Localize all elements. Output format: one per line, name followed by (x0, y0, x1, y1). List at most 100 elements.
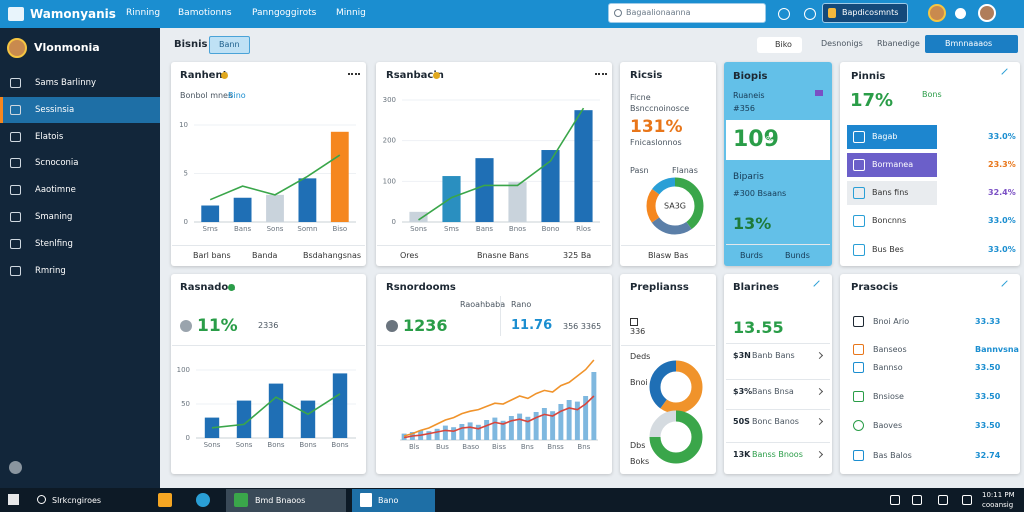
card-footer[interactable]: Bunds (785, 251, 810, 260)
nav-link[interactable]: Bamotionns (178, 8, 232, 18)
row-label[interactable]: Banseos (873, 345, 907, 354)
row-label[interactable]: Bannso (873, 363, 903, 372)
card-footer[interactable]: Bnasne Bans (477, 251, 529, 260)
divider (621, 345, 715, 346)
divider (172, 245, 365, 246)
sidebar-item[interactable]: Scnoconia (35, 158, 79, 169)
card-footer[interactable]: 325 Ba (563, 251, 592, 260)
nav-icon (10, 265, 21, 276)
row-label[interactable]: Boncnns (872, 216, 907, 225)
tag (815, 90, 823, 96)
icon-button[interactable] (804, 8, 816, 20)
card-footer[interactable]: Ores (400, 251, 419, 260)
sidebar-item[interactable]: Aaotimne (35, 185, 76, 196)
toolbar-button[interactable]: Bann (209, 36, 250, 54)
card-footer[interactable]: Bsdahangsnas (303, 251, 362, 260)
row-label[interactable]: Bagab (872, 132, 898, 141)
bell[interactable] (955, 8, 966, 19)
app-icon[interactable] (158, 493, 172, 507)
row-value: 33.50 (975, 363, 1001, 372)
row-label[interactable]: Bnsiose (873, 392, 904, 401)
sidebar-item[interactable]: Elatois (35, 131, 64, 142)
row-value: 33.33 (975, 317, 1001, 326)
avatar[interactable] (978, 4, 996, 22)
clock-time: 10:11 PM (982, 491, 1015, 499)
nav-link[interactable]: Minnig (336, 8, 366, 18)
row-highlight (847, 125, 937, 149)
kpi-count: 356 3365 (563, 322, 602, 331)
kpi-value: 13% (733, 214, 772, 233)
legend-label: Flanas (672, 166, 698, 175)
sidebar-item[interactable]: Sams Barlinny (35, 78, 97, 88)
page-title: Bisnis (174, 39, 208, 50)
kpi-tag: Raoahbaba (460, 300, 506, 309)
tray-icon[interactable] (962, 495, 972, 505)
sidebar-item[interactable]: Stenlfing (35, 238, 73, 249)
nav-link[interactable]: Rinning (126, 8, 161, 18)
card-footer[interactable]: Banda (252, 251, 278, 260)
row-value: 33.50 (975, 421, 1001, 430)
row-label[interactable]: Bormanea (872, 160, 914, 169)
row-code[interactable]: $3% (733, 387, 753, 396)
legend-label: Pasn (630, 166, 649, 175)
app-icon[interactable] (196, 493, 210, 507)
account-button[interactable] (822, 3, 908, 23)
tray-icon[interactable] (912, 495, 922, 505)
kpi-icon (180, 320, 192, 332)
nav-link[interactable]: Panngoggirots (252, 8, 317, 18)
card-title: Rsanbacin (386, 70, 444, 81)
card-footer[interactable]: Burds (740, 251, 763, 260)
row-label[interactable]: Bus Bes (872, 245, 904, 254)
divider (726, 343, 830, 344)
action-button[interactable]: Bmnnaaaos (925, 35, 1018, 53)
row-label[interactable]: Baoves (873, 421, 903, 430)
row-icon (853, 244, 865, 256)
sidebar-item[interactable]: Rmring (35, 265, 66, 276)
clock-date: cooansig (982, 501, 1014, 509)
card-subtitle: Bonbol mnes (180, 91, 233, 100)
card-footer[interactable]: Blasw Bas (648, 251, 689, 260)
card-footer[interactable]: Barl bans (193, 251, 231, 260)
more-menu[interactable] (595, 73, 607, 79)
avatar[interactable] (928, 4, 946, 22)
row-value: 32.74 (975, 451, 1001, 460)
toolbar-tab[interactable]: Desnonigs (821, 39, 863, 48)
more-menu[interactable] (348, 73, 360, 79)
sidebar-item[interactable]: Smaning (35, 212, 73, 222)
nav-icon (10, 131, 21, 142)
card-title: Ranhent (180, 70, 228, 81)
card (171, 274, 366, 474)
row-icon (853, 187, 865, 199)
account-name: Bapdicosmnts (842, 8, 899, 17)
search-box[interactable] (608, 3, 766, 23)
status-dot (433, 72, 440, 79)
card-sub: #300 Bsaans (733, 189, 787, 198)
card-label: Ficne (630, 93, 651, 102)
toolbar-tab[interactable]: Rbanedige (877, 39, 920, 48)
kpi-value: 1236 (403, 316, 448, 335)
row-code[interactable]: 13K (733, 450, 751, 459)
tray-icon[interactable] (890, 495, 900, 505)
row-code[interactable]: $3N (733, 351, 751, 360)
row-label[interactable]: Bnoi Ario (873, 317, 910, 326)
taskbar-app[interactable] (226, 489, 346, 512)
icon-button[interactable] (778, 8, 790, 20)
sidebar-toggle[interactable] (9, 461, 22, 474)
sidebar-item[interactable]: Sessinsia (35, 104, 75, 115)
filter-pill[interactable]: Biko (757, 37, 802, 53)
row-label[interactable]: Bans fins (872, 188, 909, 197)
row-code[interactable]: 50S (733, 417, 750, 426)
start-button[interactable] (8, 494, 19, 505)
kpi-value: 11.76 (511, 318, 553, 333)
card-title: Biparis (733, 172, 764, 182)
card (840, 274, 1020, 474)
row-label[interactable]: Bas Balos (873, 451, 912, 460)
card-link[interactable]: Bino (228, 91, 246, 100)
card-title: Pinnis (851, 71, 886, 82)
taskbar-app[interactable] (352, 489, 435, 512)
taskbar-app-label: Bmd Bnaoos (255, 496, 306, 505)
nav-icon (10, 104, 21, 115)
tray-icon[interactable] (938, 495, 948, 505)
row-highlight (847, 153, 937, 177)
taskbar-app-label: Bano (378, 496, 399, 505)
